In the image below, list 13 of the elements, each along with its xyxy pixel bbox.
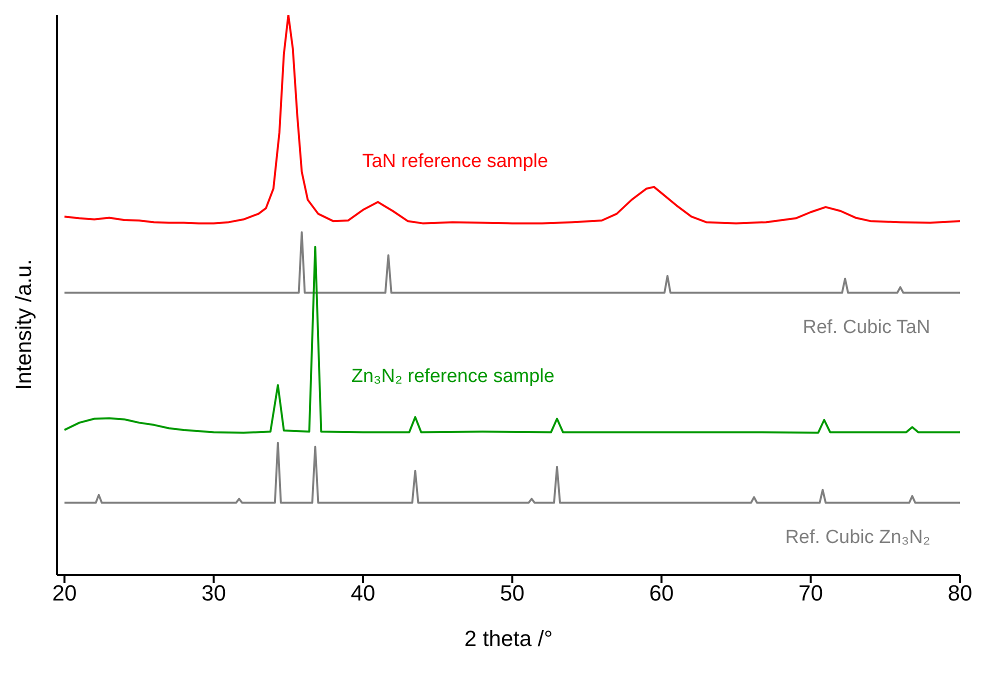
x-tick-label: 70	[798, 580, 823, 606]
x-tick-label: 50	[500, 580, 524, 606]
series-label: Zn₃N₂ reference sample	[351, 366, 554, 388]
x-axis-title: 2 theta /°	[464, 626, 553, 651]
x-tick-label: 20	[52, 580, 77, 606]
x-tick-label: 30	[201, 580, 226, 606]
series-label: Ref. Cubic Zn₃N₂	[785, 526, 930, 549]
x-tick-label: 80	[948, 580, 972, 606]
x-tick-label: 60	[649, 580, 674, 606]
series-label: Ref. Cubic TaN	[802, 317, 930, 340]
series-label: TaN reference sample	[362, 151, 548, 174]
y-axis-title: Intensity /a.u.	[10, 259, 36, 390]
x-tick-label: 40	[350, 580, 376, 606]
